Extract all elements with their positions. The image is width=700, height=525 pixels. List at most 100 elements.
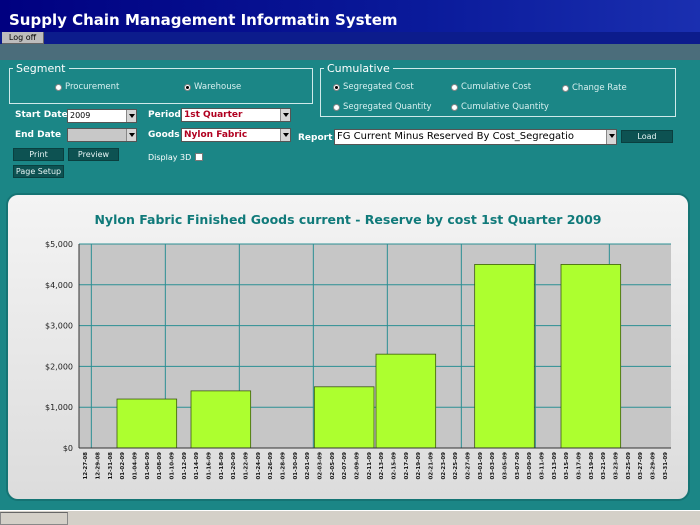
radio-dot xyxy=(333,103,340,111)
cumulative-legend: Cumulative xyxy=(327,62,390,75)
x-tick-label: 02-13-09 xyxy=(379,452,385,480)
y-tick-label: $2,000 xyxy=(45,362,73,371)
separator-bar xyxy=(0,44,700,60)
x-tick-label: 03-07-09 xyxy=(515,452,521,480)
bar-chart: $0 $1,000 $2,000 $3,000 $4,000 $5,000 12-27-08… xyxy=(45,240,671,480)
chart-title: Nylon Fabric Finished Goods current - Re… xyxy=(94,212,602,227)
x-tick-label: 02-03-09 xyxy=(318,452,324,480)
start-date-label: Start Date xyxy=(15,110,68,120)
end-date-select[interactable] xyxy=(67,128,137,142)
goods-value: Nylon Fabric xyxy=(184,130,248,140)
chevron-down-icon xyxy=(126,110,136,122)
radio-dot xyxy=(451,103,458,111)
x-tick-label: 02-11-09 xyxy=(367,452,373,480)
x-tick-label: 01-30-09 xyxy=(293,452,299,480)
x-tick-label: 12-29-08 xyxy=(96,452,102,480)
radio-label: Cumulative Cost xyxy=(461,82,532,92)
x-tick-label: 01-08-09 xyxy=(157,452,163,480)
x-tick-label: 01-02-09 xyxy=(120,452,126,480)
load-button[interactable]: Load xyxy=(621,130,673,143)
y-tick-label: $4,000 xyxy=(45,281,73,290)
chevron-down-icon xyxy=(126,129,136,141)
x-tick-label: 01-16-09 xyxy=(207,452,213,480)
goods-label: Goods xyxy=(148,130,180,140)
x-tick-label: 01-24-09 xyxy=(256,452,262,480)
status-bar xyxy=(0,510,700,525)
x-tick-label: 03-09-09 xyxy=(527,452,533,480)
status-cell xyxy=(0,512,68,525)
period-value: 1st Quarter xyxy=(184,110,243,120)
radio-cumulative-quantity[interactable]: Cumulative Quantity xyxy=(451,102,549,112)
segment-group: Segment xyxy=(9,62,313,104)
chart-panel: Nylon Fabric Finished Goods current - Re… xyxy=(6,193,690,501)
radio-dot xyxy=(333,83,340,91)
goods-select[interactable]: Nylon Fabric xyxy=(181,128,291,142)
x-tick-label: 02-23-09 xyxy=(441,452,447,480)
x-tick-label: 01-14-09 xyxy=(194,452,200,480)
radio-change-rate[interactable]: Change Rate xyxy=(562,83,627,93)
y-tick-label: $1,000 xyxy=(45,403,73,412)
radio-dot xyxy=(184,83,191,91)
x-tick-label: 01-10-09 xyxy=(170,452,176,480)
x-tick-label: 02-19-09 xyxy=(416,452,422,480)
x-tick-label: 03-11-09 xyxy=(540,452,546,480)
x-tick-label: 02-17-09 xyxy=(404,452,410,480)
preview-button[interactable]: Preview xyxy=(68,148,119,161)
bar xyxy=(190,390,252,449)
page-setup-button[interactable]: Page Setup xyxy=(13,165,64,178)
x-tick-label: 02-09-09 xyxy=(355,452,361,480)
radio-dot xyxy=(55,83,62,91)
x-tick-label: 03-21-09 xyxy=(601,452,607,480)
x-tick-label: 01-20-09 xyxy=(231,452,237,480)
report-value: FG Current Minus Reserved By Cost_Segreg… xyxy=(337,131,574,142)
logoff-button[interactable]: Log off xyxy=(2,32,44,44)
x-tick-label: 02-07-09 xyxy=(342,452,348,480)
chevron-down-icon xyxy=(280,129,290,141)
x-tick-label: 02-27-09 xyxy=(466,452,472,480)
start-date-value: 2009 xyxy=(70,111,91,120)
report-select[interactable]: FG Current Minus Reserved By Cost_Segreg… xyxy=(334,129,617,145)
bar xyxy=(474,264,535,449)
cumulative-group: Cumulative xyxy=(320,62,676,117)
x-tick-label: 03-15-09 xyxy=(564,452,570,480)
radio-label: Change Rate xyxy=(572,83,627,93)
display3d-label: Display 3D xyxy=(148,153,192,162)
radio-cumulative-cost[interactable]: Cumulative Cost xyxy=(451,82,531,92)
x-tick-label: 03-31-09 xyxy=(663,452,669,480)
bar xyxy=(560,264,622,449)
start-date-select[interactable]: 2009 xyxy=(67,109,137,123)
radio-label: Segregated Cost xyxy=(343,82,414,92)
radio-procurement[interactable]: Procurement xyxy=(55,82,119,92)
x-tick-label: 03-19-09 xyxy=(589,452,595,480)
title-bar: Supply Chain Management Informatin Syste… xyxy=(0,0,700,32)
radio-label: Segregated Quantity xyxy=(343,102,432,112)
bar xyxy=(116,398,178,449)
x-tick-label: 01-26-09 xyxy=(268,452,274,480)
period-select[interactable]: 1st Quarter xyxy=(181,108,291,122)
bar xyxy=(375,353,437,449)
y-tick-label: $0 xyxy=(63,444,73,453)
filter-panel: Segment Procurement Warehouse Cumulative… xyxy=(0,60,700,187)
y-tick-label: $3,000 xyxy=(45,322,73,331)
radio-dot xyxy=(562,84,569,92)
x-tick-label: 12-31-08 xyxy=(108,452,114,480)
radio-segregated-cost[interactable]: Segregated Cost xyxy=(333,82,414,92)
x-tick-label: 02-15-09 xyxy=(392,452,398,480)
x-tick-label: 02-25-09 xyxy=(453,452,459,480)
display3d-checkbox[interactable] xyxy=(195,153,203,161)
x-tick-label: 03-29-09 xyxy=(651,452,657,480)
radio-warehouse[interactable]: Warehouse xyxy=(184,82,241,92)
radio-label: Warehouse xyxy=(194,82,242,92)
x-tick-label: 01-06-09 xyxy=(145,452,151,480)
x-tick-label: 01-22-09 xyxy=(244,452,250,480)
x-tick-label: 03-03-09 xyxy=(490,452,496,480)
chevron-down-icon xyxy=(280,109,290,121)
x-tick-label: 02-21-09 xyxy=(429,452,435,480)
x-tick-label: 01-04-09 xyxy=(133,452,139,480)
x-tick-label: 03-05-09 xyxy=(503,452,509,480)
print-button[interactable]: Print xyxy=(13,148,64,161)
radio-segregated-quantity[interactable]: Segregated Quantity xyxy=(333,102,432,112)
app-title: Supply Chain Management Informatin Syste… xyxy=(9,11,398,29)
x-tick-label: 03-27-09 xyxy=(638,452,644,480)
x-tick-label: 01-18-09 xyxy=(219,452,225,480)
